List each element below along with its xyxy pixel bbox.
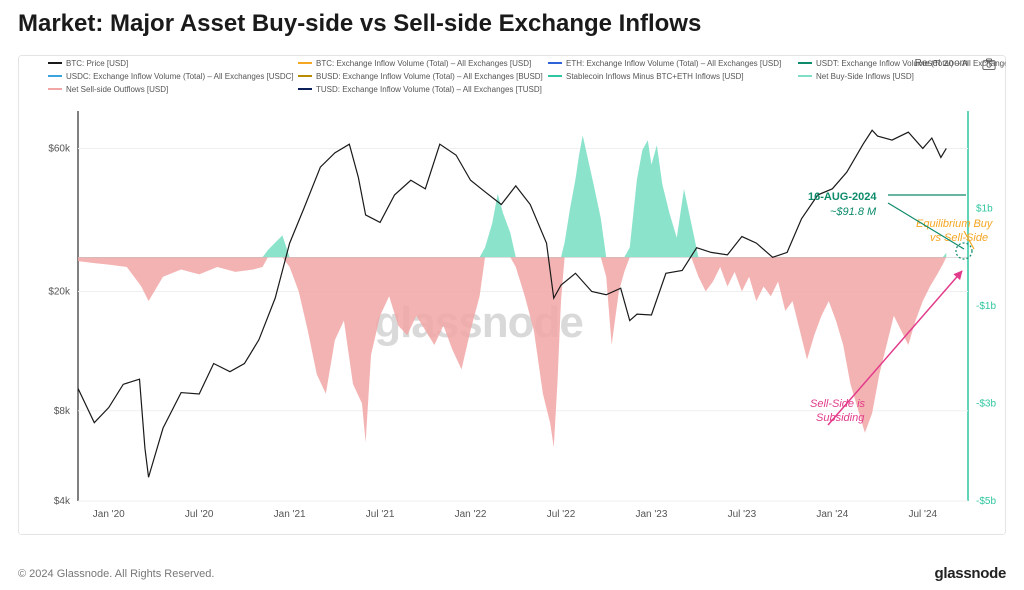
svg-text:Jan '20: Jan '20 (93, 509, 125, 520)
svg-text:Jul '22: Jul '22 (547, 509, 576, 520)
svg-text:$8k: $8k (54, 406, 71, 417)
svg-text:Net Buy-Side Inflows [USD]: Net Buy-Side Inflows [USD] (816, 72, 914, 81)
svg-text:$1b: $1b (976, 204, 993, 215)
svg-text:Jan '23: Jan '23 (635, 509, 667, 520)
svg-text:BTC: Price [USD]: BTC: Price [USD] (66, 59, 128, 68)
svg-text:Jan '21: Jan '21 (274, 509, 306, 520)
svg-text:BTC: Exchange Inflow Volume (T: BTC: Exchange Inflow Volume (Total) – Al… (316, 59, 531, 68)
svg-text:Jul '23: Jul '23 (728, 509, 757, 520)
svg-text:$20k: $20k (48, 286, 71, 297)
svg-text:Jan '24: Jan '24 (816, 509, 848, 520)
camera-icon[interactable] (982, 57, 996, 69)
svg-text:Stablecoin Inflows Minus BTC+E: Stablecoin Inflows Minus BTC+ETH Inflows… (566, 72, 744, 81)
svg-text:Sell-Side is: Sell-Side is (810, 398, 866, 410)
svg-text:Jul '24: Jul '24 (908, 509, 937, 520)
reset-zoom-button[interactable]: Reset zoom (915, 58, 968, 69)
svg-text:TUSD: Exchange Inflow Volume (: TUSD: Exchange Inflow Volume (Total) – A… (316, 85, 542, 94)
svg-text:-$5b: -$5b (976, 496, 996, 507)
svg-text:Jan '22: Jan '22 (455, 509, 487, 520)
chart-container: Reset zoom $4k $8k $20k $60k $1b -$1b -$3b -$5b… (18, 55, 1006, 535)
svg-text:Net Sell-side Outflows [USD]: Net Sell-side Outflows [USD] (66, 85, 168, 94)
copyright: © 2024 Glassnode. All Rights Reserved. (18, 568, 214, 580)
svg-text:~$91.8 M: ~$91.8 M (830, 206, 877, 218)
svg-text:ETH: Exchange Inflow Volume (T: ETH: Exchange Inflow Volume (Total) – Al… (566, 59, 781, 68)
svg-text:-$1b: -$1b (976, 301, 996, 312)
brand-logo: glassnode (935, 565, 1007, 582)
svg-text:USDC: Exchange Inflow Volume (: USDC: Exchange Inflow Volume (Total) – A… (66, 72, 294, 81)
page-title: Market: Major Asset Buy-side vs Sell-sid… (18, 10, 701, 38)
chart-svg: $4k $8k $20k $60k $1b -$1b -$3b -$5b Jan '20 Jul … (18, 55, 1006, 535)
svg-text:USDT: Exchange Inflow Volume (: USDT: Exchange Inflow Volume (Total) – A… (816, 59, 1006, 68)
svg-text:16-AUG-2024: 16-AUG-2024 (808, 191, 877, 203)
svg-text:Equilibrium Buy: Equilibrium Buy (916, 218, 994, 230)
svg-text:Subsiding: Subsiding (816, 412, 865, 424)
svg-text:Jul '21: Jul '21 (366, 509, 395, 520)
svg-text:Jul '20: Jul '20 (185, 509, 214, 520)
svg-text:$60k: $60k (48, 143, 71, 154)
svg-text:BUSD: Exchange Inflow Volume (: BUSD: Exchange Inflow Volume (Total) – A… (316, 72, 543, 81)
svg-text:-$3b: -$3b (976, 399, 996, 410)
svg-text:$4k: $4k (54, 496, 71, 507)
